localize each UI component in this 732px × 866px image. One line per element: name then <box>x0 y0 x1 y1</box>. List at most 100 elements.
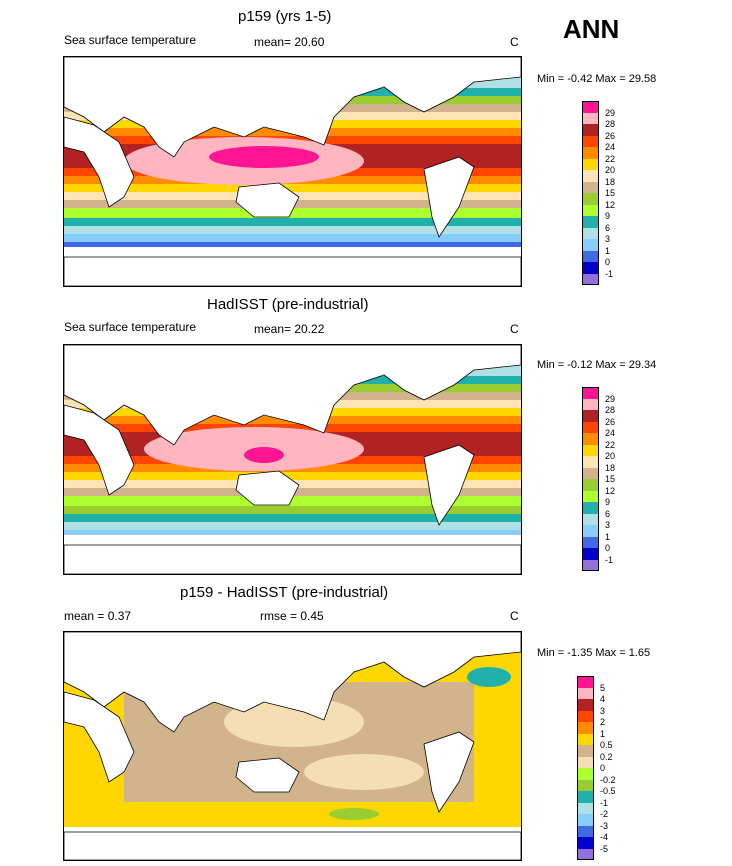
mean-label-model: mean= 20.60 <box>254 35 325 49</box>
colorbar-tick-label: 9 <box>605 211 611 221</box>
colorbar-swatch <box>582 112 599 124</box>
colorbar-swatch <box>582 398 599 410</box>
colorbar-tick-label: 12 <box>605 199 616 210</box>
colorbar-tick-label: 24 <box>605 142 616 152</box>
colorbar-swatch <box>582 456 599 468</box>
colorbar-tick-label: 20 <box>605 451 616 461</box>
colorbar-tick-label: 0 <box>600 763 606 773</box>
colorbar-swatch <box>577 779 594 791</box>
colorbar-tick-label: 28 <box>605 405 616 415</box>
colorbar-tick-label: 1 <box>605 531 611 542</box>
colorbar-tick-label: 0.2 <box>600 751 613 762</box>
colorbar-swatch <box>577 722 594 734</box>
panel-title-diff: p159 - HadISST (pre-industrial) <box>180 584 389 601</box>
colorbar-swatch <box>582 490 599 502</box>
colorbar-tick-label: -0.5 <box>600 786 616 796</box>
units-label-diff: C <box>510 609 519 623</box>
colorbar-swatch <box>582 513 599 525</box>
colorbar-tick-label: 1 <box>600 728 606 739</box>
colorbar-swatch <box>577 687 594 699</box>
map-obs <box>63 344 522 575</box>
colorbar-tick-label: 20 <box>605 165 616 175</box>
colorbar-diff: 5 4 3 2 1 0.5 0.2 0 -0.2 -0.5 -1 -2 -3 -4 -5 <box>577 676 637 866</box>
colorbar-tick-label: -3 <box>600 820 609 831</box>
colorbar-tick-label: 18 <box>605 176 616 187</box>
colorbar-swatch <box>577 699 594 711</box>
colorbar-tick-label: -1 <box>605 268 614 279</box>
colorbar-tick-label: 28 <box>605 119 616 129</box>
variable-label-model: Sea surface temperature <box>64 33 197 47</box>
map-diff <box>63 631 522 861</box>
minmax-label-obs: Min = -0.12 Max = 29.34 <box>537 359 657 371</box>
colorbar-swatch <box>577 710 594 722</box>
map-model <box>63 56 522 287</box>
units-label-obs: C <box>510 322 519 336</box>
colorbar-swatch <box>577 814 594 826</box>
colorbar-tick-label: 2 <box>600 717 606 727</box>
colorbar-swatch <box>582 410 599 422</box>
colorbar-swatch <box>582 273 599 285</box>
minmax-label-diff: Min = -1.35 Max = 1.65 <box>537 647 651 659</box>
colorbar-swatch <box>582 250 599 262</box>
colorbar-tick-label: 29 <box>605 107 616 118</box>
colorbar-tick-label: 22 <box>605 153 616 164</box>
colorbar-tick-label: 15 <box>605 188 616 198</box>
colorbar-tick-label: 5 <box>600 682 606 693</box>
colorbar-tick-label: 3 <box>605 520 611 530</box>
variable-label-obs: Sea surface temperature <box>64 320 197 334</box>
colorbar-swatch <box>582 433 599 445</box>
colorbar-swatch <box>577 825 594 837</box>
colorbar-tick-label: 4 <box>600 694 606 704</box>
colorbar-tick-label: 15 <box>605 474 616 484</box>
colorbar-swatch <box>582 444 599 456</box>
colorbar-swatch <box>582 227 599 239</box>
colorbar-swatch <box>582 536 599 548</box>
colorbar-tick-label: 18 <box>605 462 616 473</box>
colorbar-tick-label: 26 <box>605 416 616 427</box>
colorbar-swatch <box>582 216 599 228</box>
colorbar-swatch <box>577 768 594 780</box>
colorbar-swatch <box>582 124 599 136</box>
colorbar-swatch <box>582 193 599 205</box>
colorbar-swatch <box>582 467 599 479</box>
colorbar-swatch <box>582 158 599 170</box>
colorbar-tick-label: 3 <box>605 234 611 244</box>
units-label-model: C <box>510 35 519 49</box>
colorbar-tick-label: 3 <box>600 705 606 716</box>
colorbar-tick-label: 6 <box>605 222 611 233</box>
colorbar-swatch <box>582 559 599 571</box>
colorbar-tick-label: 0.5 <box>600 740 613 750</box>
colorbar-swatch <box>577 848 594 860</box>
colorbar-swatch <box>582 135 599 147</box>
colorbar-swatch <box>582 262 599 274</box>
colorbar-swatch <box>582 147 599 159</box>
mean-label-diff: mean = 0.37 <box>64 609 132 623</box>
colorbar-tick-label: 1 <box>605 245 611 256</box>
colorbar-tick-label: 29 <box>605 393 616 404</box>
colorbar-swatch <box>582 204 599 216</box>
panel-title-obs: HadISST (pre-industrial) <box>207 296 369 313</box>
colorbar-tick-label: -1 <box>600 797 609 808</box>
colorbar-tick-label: 6 <box>605 508 611 519</box>
colorbar-swatch <box>577 802 594 814</box>
colorbar-swatch <box>577 791 594 803</box>
colorbar-swatch <box>582 479 599 491</box>
colorbar-swatch <box>582 421 599 433</box>
colorbar-swatch <box>582 101 599 113</box>
colorbar-tick-label: 24 <box>605 428 616 438</box>
colorbar-swatch <box>582 548 599 560</box>
colorbar-swatch <box>582 239 599 251</box>
season-label: ANN <box>563 14 620 44</box>
rmse-label-diff: rmse = 0.45 <box>260 609 324 623</box>
colorbar-tick-label: -5 <box>600 843 609 854</box>
colorbar-model: 29 28 26 24 22 20 18 15 12 9 6 3 1 0 -1 <box>582 101 642 291</box>
colorbar-swatch <box>577 837 594 849</box>
colorbar-tick-label: 9 <box>605 497 611 507</box>
colorbar-tick-label: -1 <box>605 554 614 565</box>
colorbar-tick-label: -4 <box>600 832 609 842</box>
colorbar-tick-label: 12 <box>605 485 616 496</box>
colorbar-tick-label: 22 <box>605 439 616 450</box>
colorbar-tick-label: -0.2 <box>600 774 616 785</box>
colorbar-obs: 29 28 26 24 22 20 18 15 12 9 6 3 1 0 -1 <box>582 387 642 577</box>
colorbar-tick-label: 0 <box>605 543 611 553</box>
